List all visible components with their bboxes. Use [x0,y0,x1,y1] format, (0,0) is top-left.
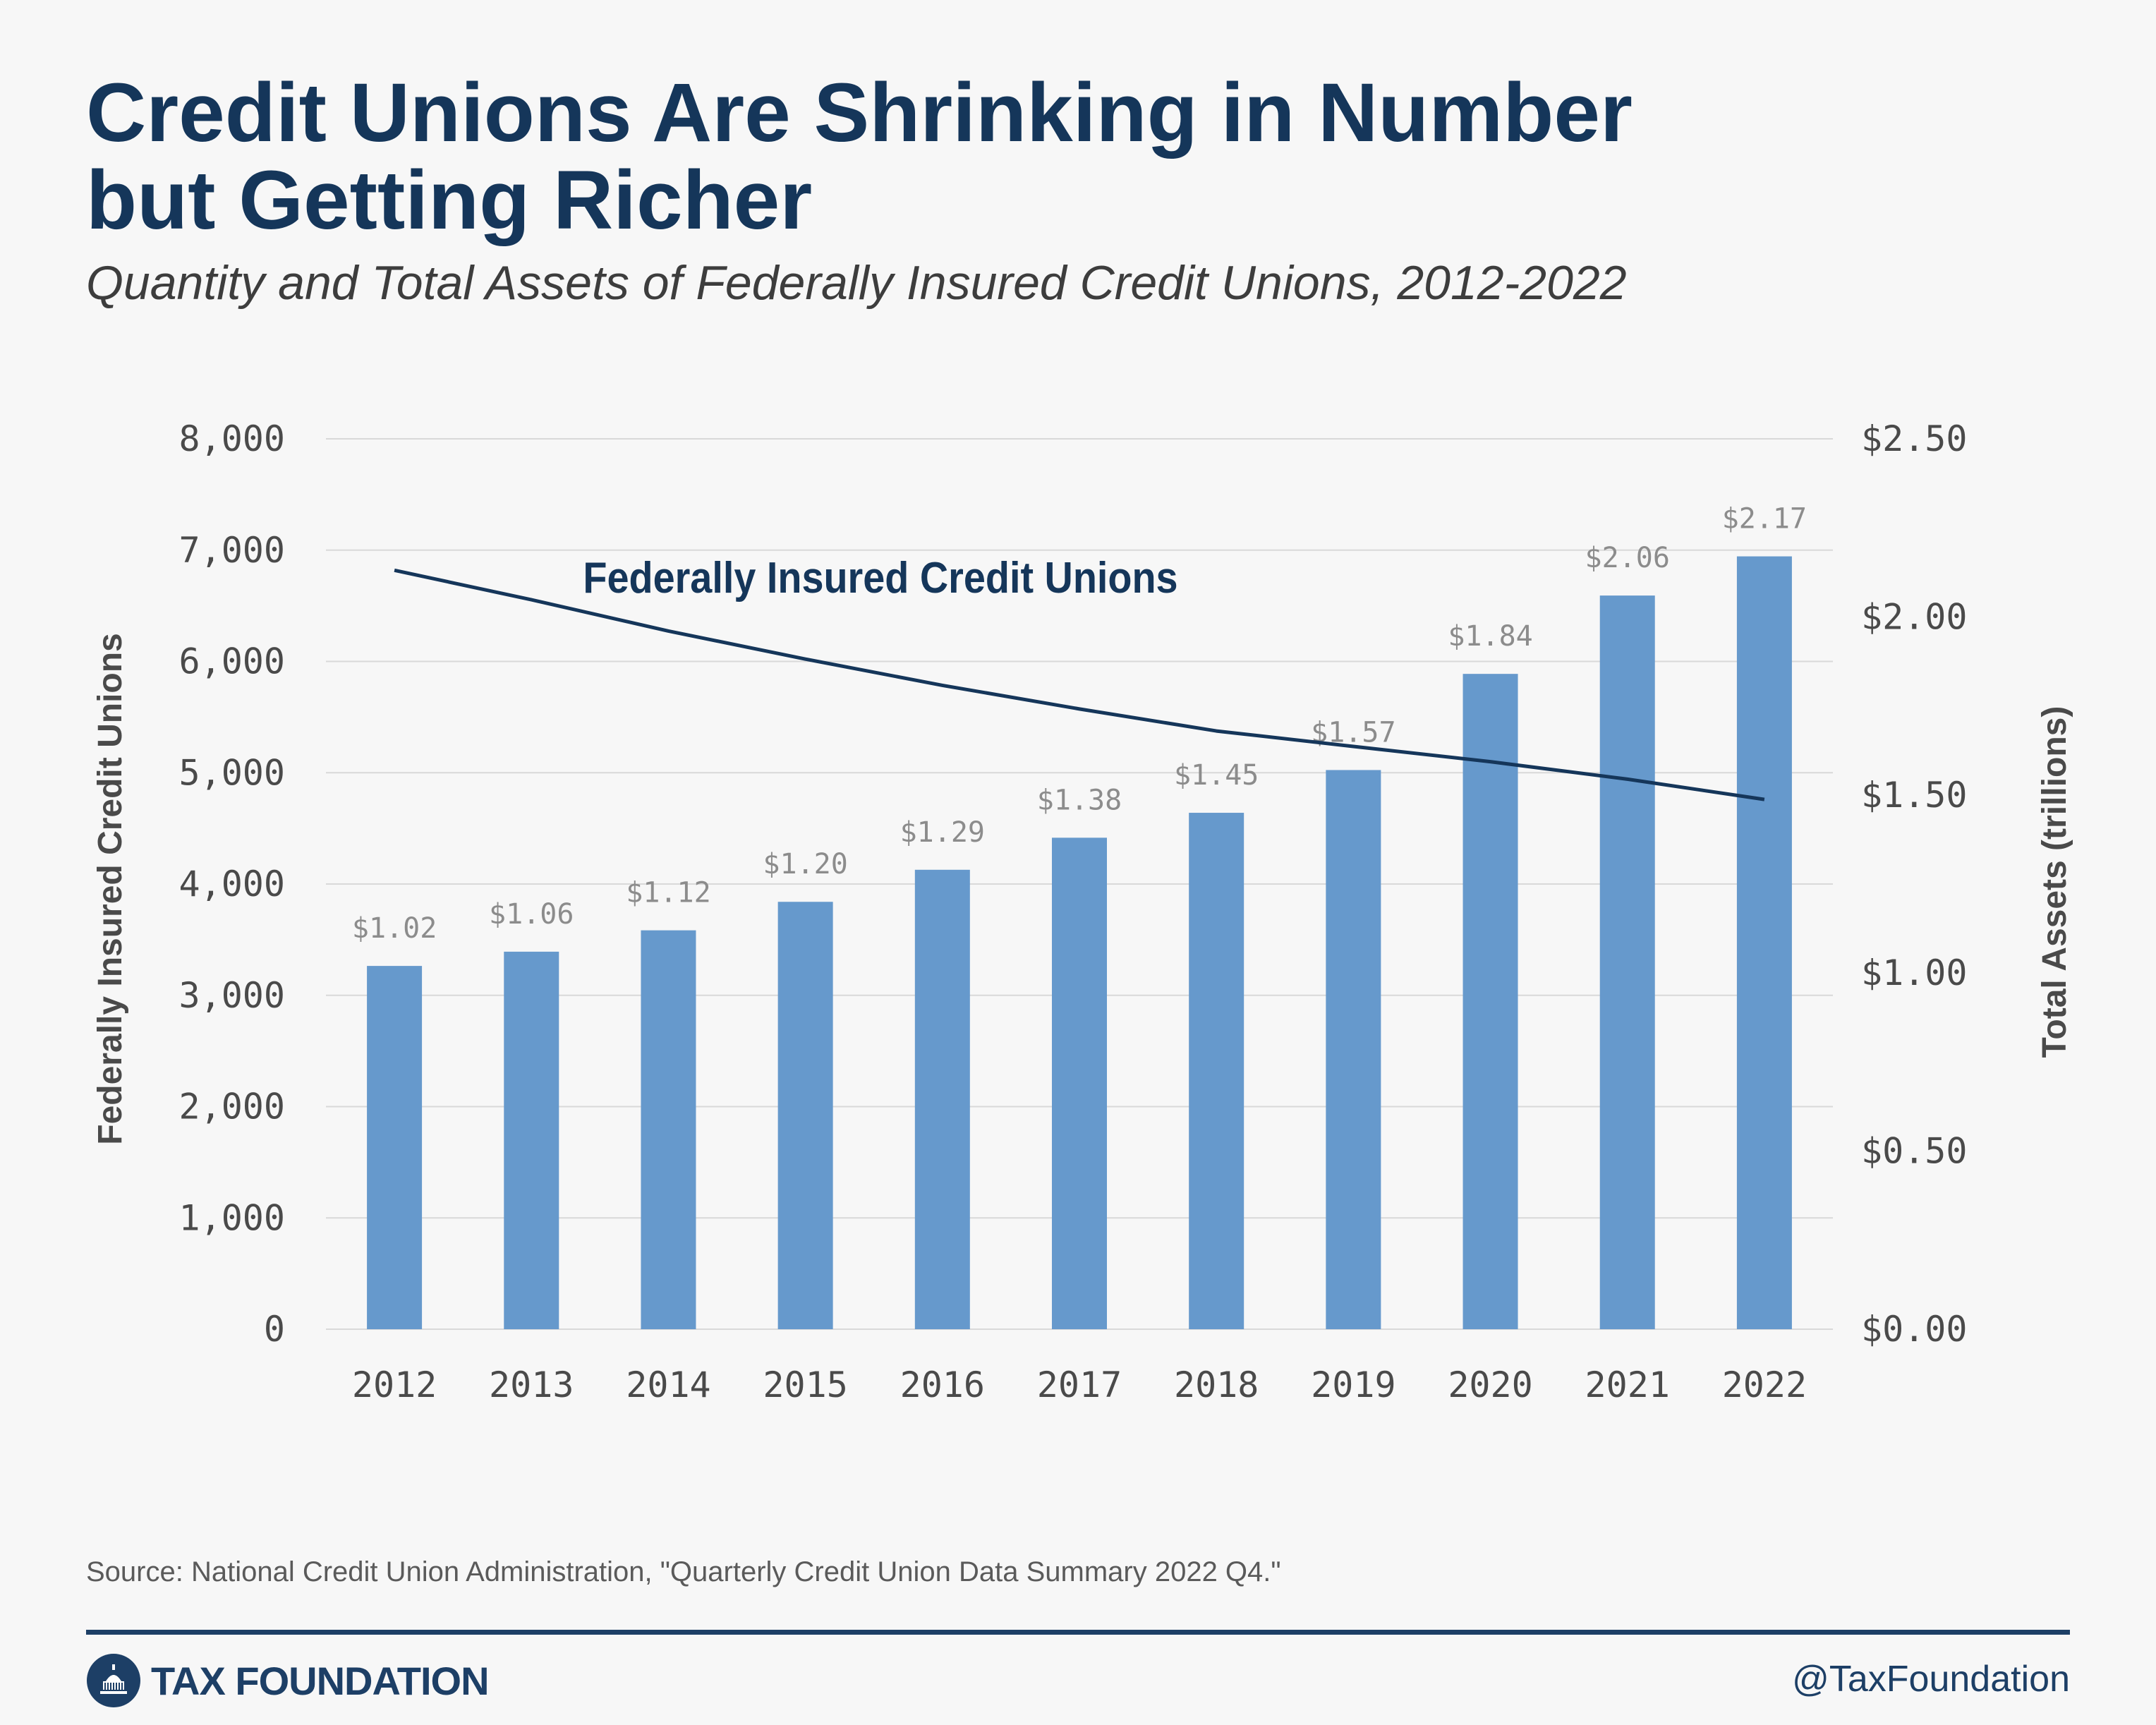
asset-bars [367,556,1792,1329]
x-axis-tick-label: 2019 [1311,1364,1395,1405]
x-axis-tick-label: 2022 [1722,1364,1807,1405]
x-axis-tick-label: 2021 [1585,1364,1670,1405]
asset-data-label: $2.17 [1722,503,1807,535]
asset-bar [914,869,970,1329]
left-axis-tick-label: 0 [264,1309,285,1350]
asset-bar [1326,770,1381,1329]
asset-bar [641,930,696,1329]
x-axis-tick-label: 2013 [489,1364,574,1405]
asset-data-label: $1.06 [489,898,574,931]
left-axis-tick-label: 2,000 [178,1087,285,1127]
asset-data-label: $1.45 [1174,759,1259,792]
left-axis-tick-label: 4,000 [178,864,285,904]
x-axis-tick-label: 2012 [352,1364,437,1405]
logo-wordmark: TAX FOUNDATION [151,1658,490,1703]
asset-data-label: $1.12 [626,877,710,909]
asset-bar [777,902,833,1329]
left-axis-tick-label: 1,000 [178,1197,285,1238]
asset-bar [1599,595,1655,1329]
asset-data-label: $1.38 [1037,784,1122,816]
right-axis-tick-label: $0.00 [1861,1309,1968,1350]
source-note: Source: National Credit Union Administra… [86,1556,1281,1587]
asset-data-label: $2.06 [1585,542,1670,574]
line-series-label: Federally Insured Credit Unions [583,554,1177,602]
asset-bar [367,966,423,1329]
x-axis-tick-label: 2015 [763,1364,847,1405]
capitol-dome-icon [87,1654,140,1707]
page-title: Credit Unions Are Shrinking in Number bu… [86,69,1991,244]
footer-divider [86,1630,2070,1635]
left-axis-title: Federally Insured Credit Unions [92,633,129,1144]
right-axis-tick-label: $1.00 [1861,952,1968,993]
x-axis-tick-label: 2017 [1037,1364,1122,1405]
social-handle: @TaxFoundation [1792,1659,2070,1700]
left-axis-tick-label: 8,000 [178,418,285,459]
title-line-2: but Getting Richer [86,154,813,247]
asset-data-label: $1.84 [1448,620,1532,653]
left-axis-ticks: 0 1,000 2,000 3,000 4,000 5,000 6,000 7,000 8,00… [178,418,285,1350]
credit-union-count-line [394,568,1765,801]
credit-union-line [394,568,1765,801]
asset-bar [1052,837,1107,1329]
left-axis-tick-label: 3,000 [178,975,285,1016]
left-axis-tick-label: 5,000 [178,752,285,793]
asset-data-label: $1.02 [352,912,437,945]
asset-bar [1189,813,1244,1329]
subtitle: Quantity and Total Assets of Federally I… [86,256,1627,310]
combo-chart: $1.02 $1.06$1.12$1.20$1.29$1.38$1.45$1.57… [92,418,2073,1405]
asset-data-label: $1.29 [900,816,985,849]
right-axis-ticks: $0.00 $0.50 $1.00 $1.50 $2.00 $2.50 [1861,418,1968,1350]
right-axis-tick-label: $1.50 [1861,775,1968,816]
x-axis-tick-label: 2016 [900,1364,985,1405]
left-axis-tick-label: 6,000 [178,641,285,682]
asset-bar [504,951,559,1329]
right-axis-tick-label: $2.00 [1861,596,1968,637]
x-axis-ticks: 2012 2013 2014 2015 2016 2017 2018 2019 2020 2021… [352,1364,1807,1405]
right-axis-tick-label: $2.50 [1861,418,1968,459]
x-axis-tick-label: 2020 [1448,1364,1532,1405]
asset-data-labels: $1.02 $1.06$1.12$1.20$1.29$1.38$1.45$1.57… [352,503,1807,945]
left-axis-tick-label: 7,000 [178,530,285,571]
asset-bar [1462,674,1518,1329]
x-axis-tick-label: 2014 [626,1364,710,1405]
x-axis-tick-label: 2018 [1174,1364,1259,1405]
tax-foundation-logo: TAX FOUNDATION [86,1652,490,1709]
title-line-1: Credit Unions Are Shrinking in Number [86,66,1633,159]
asset-data-label: $1.20 [763,848,847,880]
right-axis-title: Total Assets (trillions) [2036,706,2073,1058]
right-axis-tick-label: $0.50 [1861,1131,1968,1172]
asset-bar [1736,556,1792,1329]
